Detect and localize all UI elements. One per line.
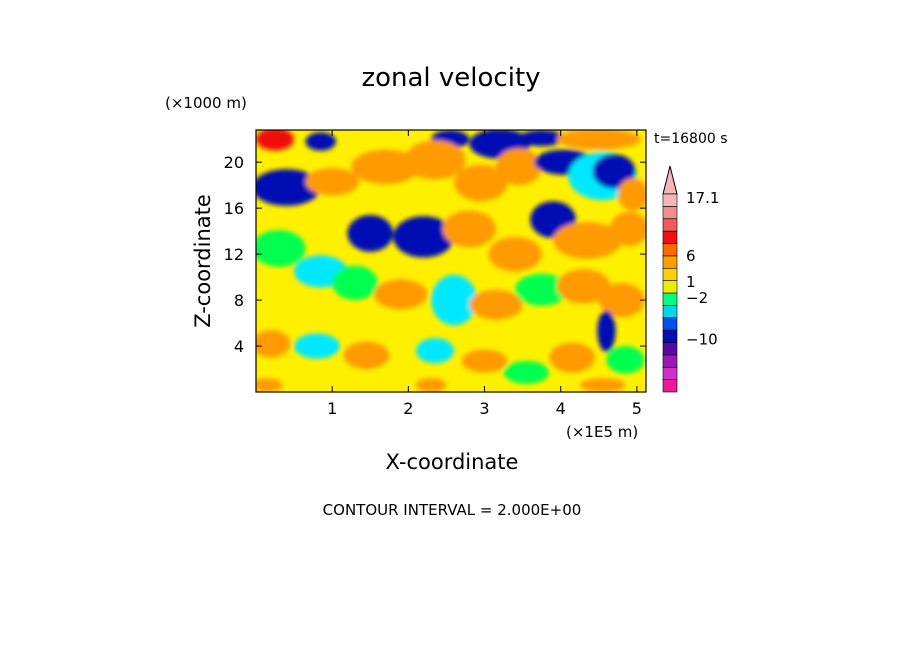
velocity-blobs: [256, 130, 646, 392]
velocity-blob: [606, 346, 645, 374]
colorbar-label: 17.1: [686, 189, 719, 207]
velocity-blob: [393, 216, 455, 258]
colorbar-cell: [662, 342, 678, 356]
velocity-blob: [488, 236, 542, 272]
velocity-blob: [556, 130, 641, 150]
velocity-blob: [256, 229, 306, 267]
velocity-blob: [305, 132, 336, 151]
velocity-blob: [503, 360, 550, 384]
velocity-blob: [597, 310, 616, 352]
colorbar-cell: [662, 329, 678, 343]
colorbar-triangle: [662, 165, 678, 195]
colorbar-cell: [662, 292, 678, 306]
x-axis: 1 2 3 4 5: [327, 130, 642, 418]
plot-frame: [255, 129, 647, 393]
velocity-blob: [351, 149, 420, 185]
velocity-blob: [579, 378, 626, 392]
velocity-blob: [347, 215, 394, 252]
colorbar-cell: [662, 206, 678, 220]
chart-title: zonal velocity: [361, 63, 540, 93]
colorbar-label: 1: [686, 273, 696, 291]
colorbar-label: 6: [686, 247, 696, 265]
y-tick-label: 12: [224, 245, 244, 264]
colorbar-label: −2: [686, 289, 708, 307]
y-tick-label: 20: [224, 153, 244, 172]
x-tick-label: 1: [327, 399, 337, 418]
velocity-blob: [332, 265, 378, 301]
velocity-blob: [461, 349, 508, 373]
velocity-blob: [514, 273, 569, 306]
velocity-blob: [415, 378, 447, 392]
y-tick-label: 4: [234, 337, 244, 356]
velocity-blob: [598, 282, 645, 318]
x-tick-label: 4: [556, 399, 566, 418]
y-tick-label: 8: [234, 291, 244, 310]
velocity-blob: [495, 148, 542, 186]
colorbar-cell: [662, 218, 678, 232]
x-tick-label: 2: [403, 399, 413, 418]
velocity-blob: [374, 279, 428, 310]
colorbar-cell: [662, 255, 678, 269]
velocity-blob: [518, 130, 565, 147]
velocity-blob: [256, 169, 321, 206]
x-tick-label: 3: [479, 399, 489, 418]
colorbar-cell: [662, 366, 678, 380]
y-tick-label: 16: [224, 199, 244, 218]
colorbar: 17.1 6 1−2 −10: [662, 165, 719, 393]
velocity-blob: [343, 341, 390, 370]
velocity-blob: [553, 221, 622, 259]
velocity-field: [256, 130, 646, 392]
colorbar-cell: [662, 267, 678, 281]
velocity-blob: [404, 140, 466, 180]
velocity-blob: [442, 210, 496, 248]
colorbar-label: −10: [686, 331, 718, 349]
colorbar-cell: [662, 280, 678, 294]
time-label: t=16800 s: [654, 131, 728, 147]
velocity-blob: [610, 211, 646, 247]
velocity-blob: [556, 269, 611, 304]
velocity-blob: [305, 167, 359, 196]
velocity-blob: [431, 274, 477, 326]
velocity-blob: [549, 342, 595, 373]
y-axis: 4 8 12 16 20: [224, 153, 646, 356]
x-axis-label: X-coordinate: [386, 450, 519, 474]
colorbar-cell: [662, 243, 678, 257]
velocity-blob: [415, 337, 455, 364]
velocity-blob: [256, 378, 283, 392]
velocity-blob: [454, 164, 508, 202]
x-units-label: (×1E5 m): [566, 423, 638, 441]
colorbar-cell: [662, 379, 678, 393]
colorbar-cell: [662, 305, 678, 319]
velocity-blob: [256, 329, 291, 358]
colorbar-cell: [662, 193, 678, 207]
z-units-label: (×1000 m): [165, 94, 247, 112]
colorbar-cell: [662, 230, 678, 244]
velocity-blob: [256, 130, 295, 151]
y-axis-label: Z-coordinate: [191, 194, 215, 328]
velocity-blob: [617, 178, 646, 211]
colorbar-cell: [662, 354, 678, 368]
x-tick-label: 5: [632, 399, 642, 418]
colorbar-cell: [662, 317, 678, 331]
velocity-blob: [592, 154, 636, 189]
velocity-blob: [294, 333, 340, 359]
velocity-blob: [469, 289, 523, 320]
contour-interval-footer: CONTOUR INTERVAL = 2.000E+00: [323, 501, 582, 519]
